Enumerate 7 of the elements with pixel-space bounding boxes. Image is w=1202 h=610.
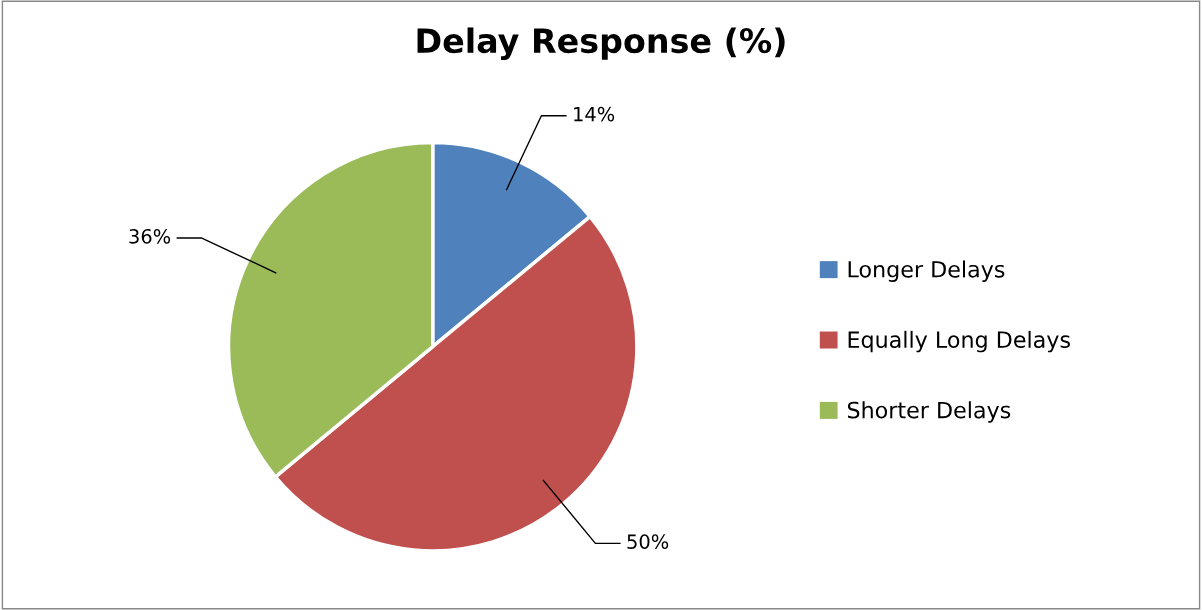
- legend-label: Equally Long Delays: [848, 330, 1070, 353]
- data-label: 36%: [129, 228, 171, 244]
- legend-label: Shorter Delays: [847, 401, 1011, 423]
- chart-title: Delay Response (%): [417, 27, 785, 60]
- data-label: 50%: [627, 534, 669, 549]
- data-label: 14%: [574, 106, 615, 122]
- legend-label: Longer Delays: [848, 260, 1005, 282]
